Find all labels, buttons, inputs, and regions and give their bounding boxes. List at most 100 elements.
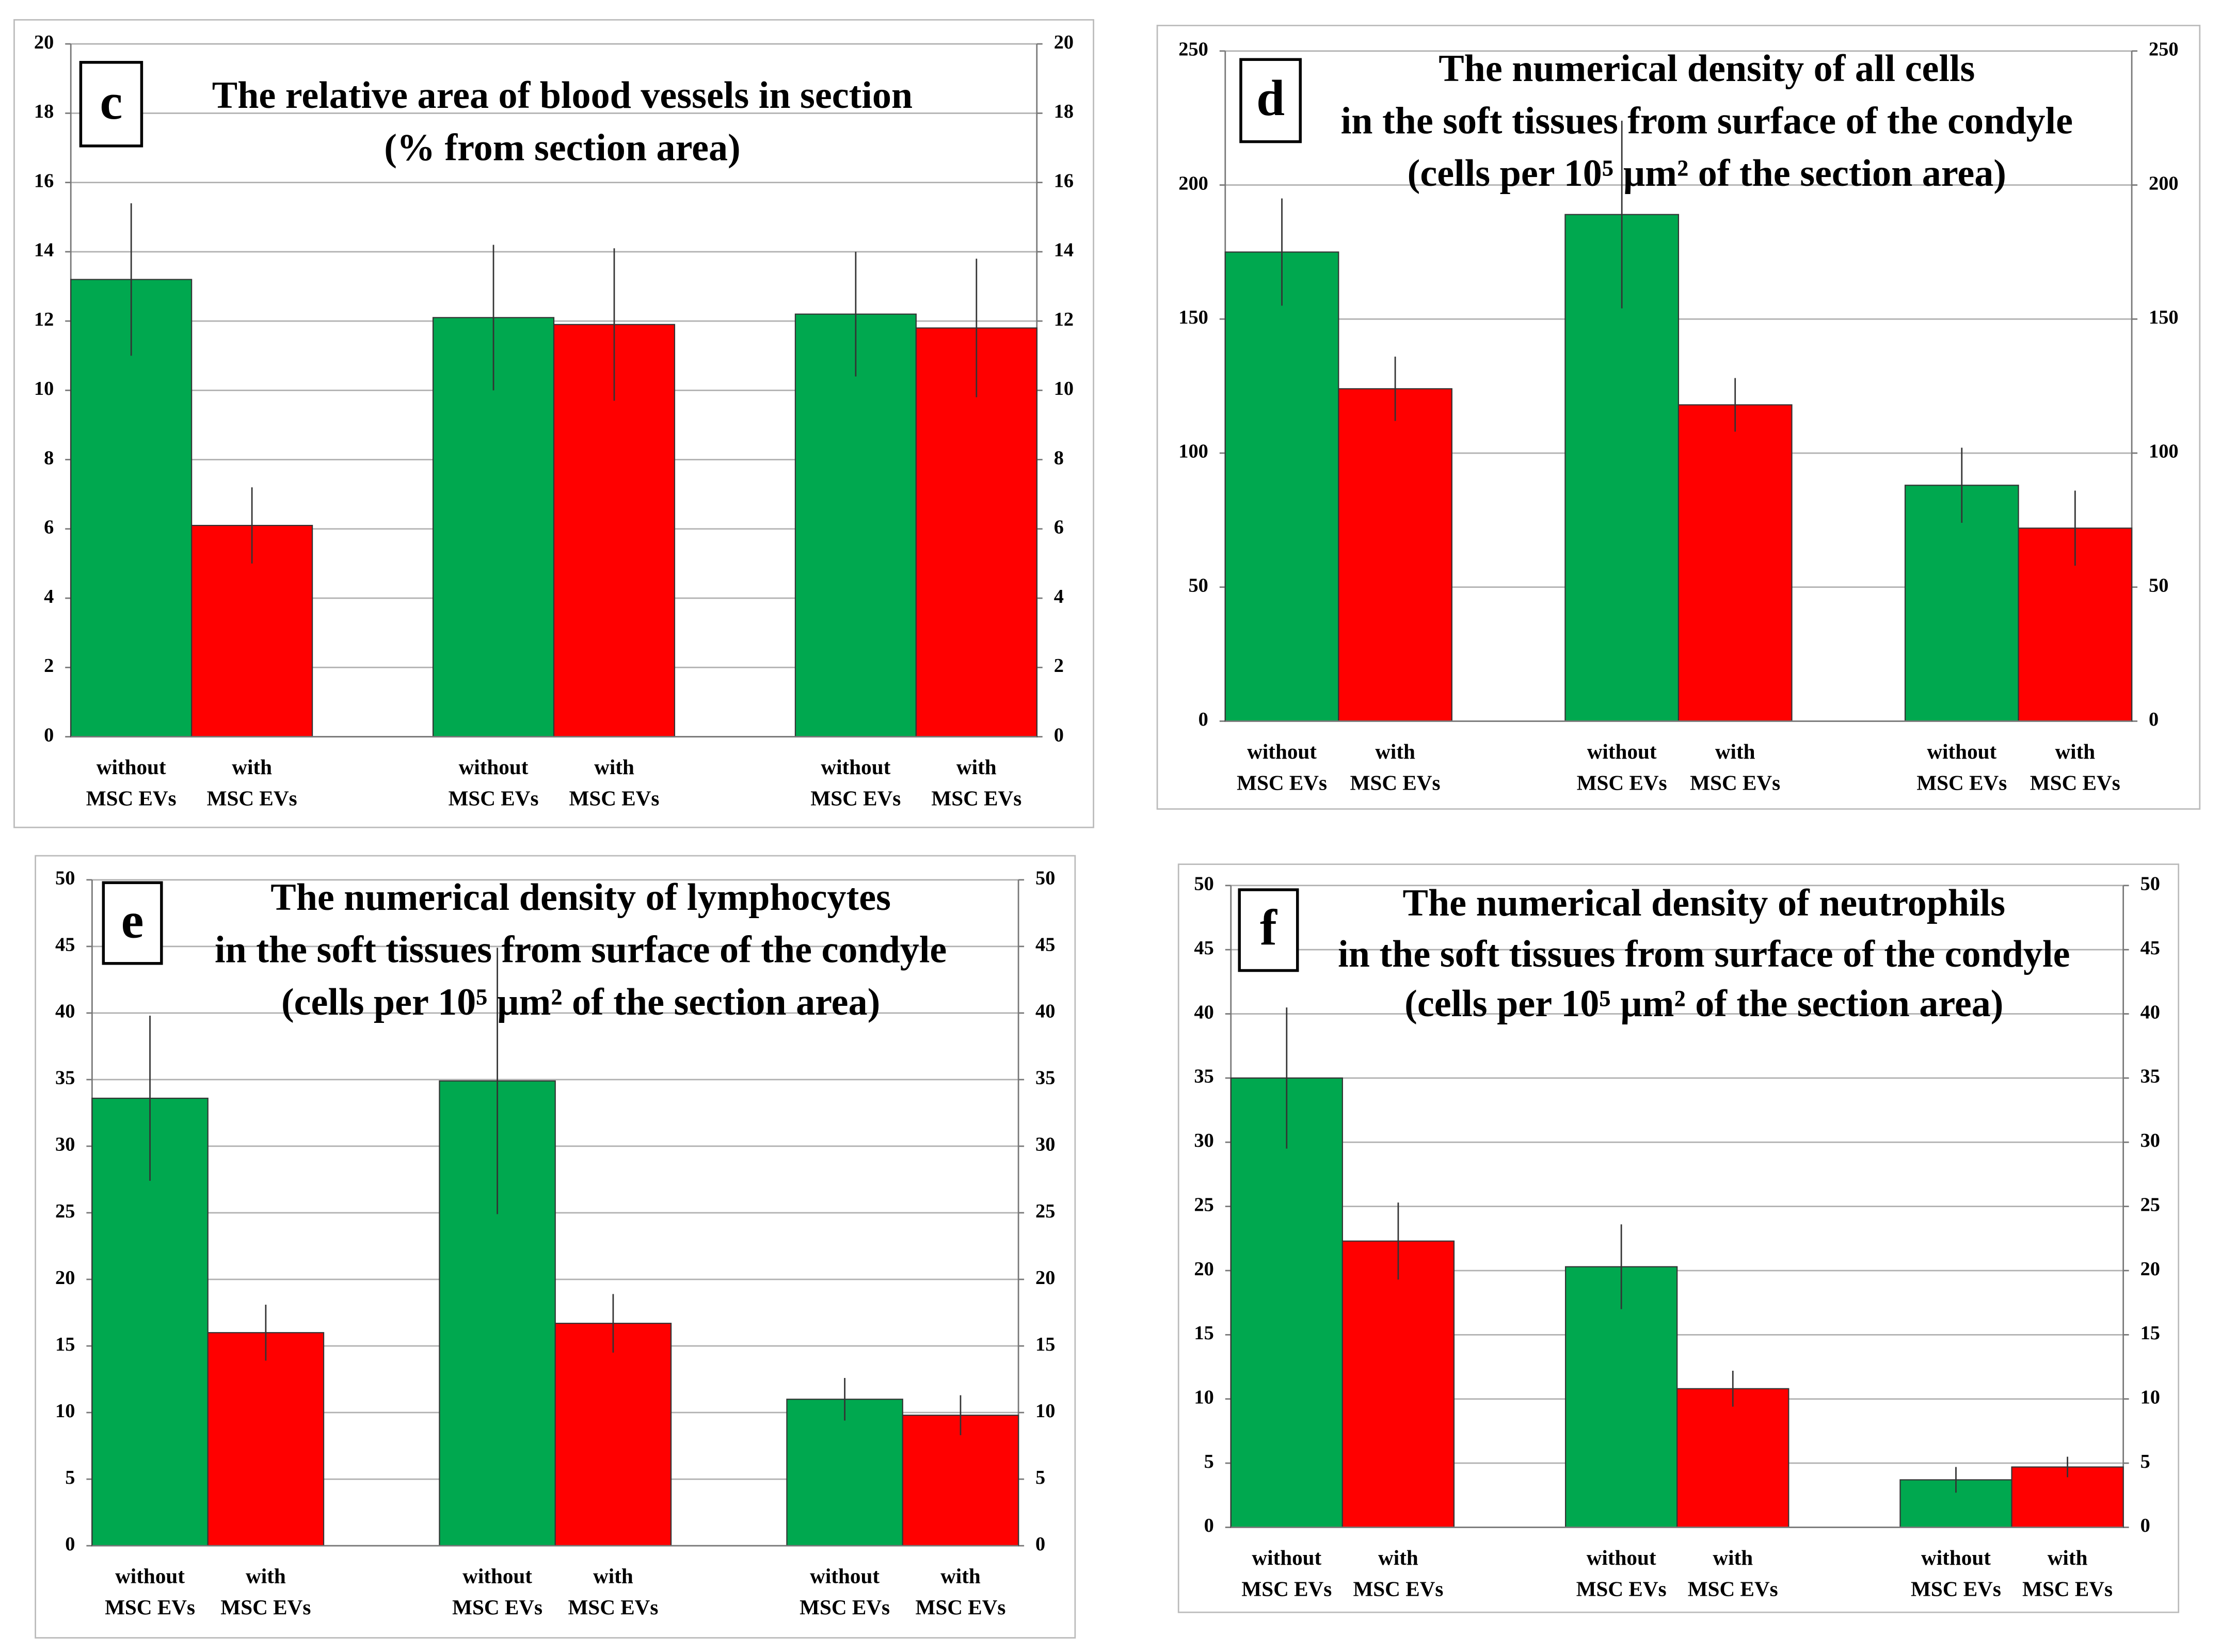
bar: [1677, 404, 1793, 722]
x-tick-label: with: [2048, 1546, 2088, 1569]
y-tick-label: 50: [1194, 873, 1213, 895]
x-tick-label: without: [821, 755, 890, 779]
x-tick-label: without: [459, 755, 529, 779]
x-tick-label: without: [1927, 740, 1996, 763]
panel-letter: f: [1260, 900, 1277, 956]
y2-tick-label: 4: [1054, 586, 1064, 607]
x-tick-label: MSC EVs: [1241, 1577, 1332, 1600]
x-tick-label: with: [594, 755, 634, 779]
y2-tick-label: 30: [1035, 1134, 1055, 1156]
chart-title: (cells per 10⁵ µm² of the section area): [1408, 152, 2006, 195]
x-tick-label: MSC EVs: [2022, 1577, 2113, 1600]
x-tick-label: MSC EVs: [810, 787, 901, 810]
chart-title: The numerical density of all cells: [1439, 47, 1975, 90]
x-tick-label: with: [1713, 1546, 1753, 1569]
y-tick-label: 250: [1178, 39, 1208, 60]
x-tick-label: with: [232, 755, 272, 779]
y2-tick-label: 10: [1035, 1400, 1055, 1422]
x-tick-label: MSC EVs: [568, 1595, 658, 1619]
x-tick-label: MSC EVs: [1237, 771, 1327, 794]
x-tick-label: MSC EVs: [2030, 771, 2120, 794]
x-tick-label: with: [940, 1564, 981, 1588]
y2-tick-label: 18: [1054, 101, 1074, 122]
panel-letter: d: [1256, 70, 1285, 126]
y-tick-label: 20: [34, 31, 54, 53]
y-tick-label: 10: [34, 378, 54, 399]
y-tick-label: 10: [55, 1400, 75, 1422]
y-tick-label: 14: [34, 239, 54, 261]
y-tick-label: 15: [55, 1334, 75, 1355]
y-tick-label: 8: [44, 447, 54, 469]
y-tick-label: 6: [44, 517, 54, 538]
x-tick-label: with: [1715, 740, 1755, 763]
chart-title: (% from section area): [384, 127, 741, 169]
panel-letter: c: [100, 74, 122, 130]
bar: [1564, 1266, 1678, 1528]
x-tick-label: MSC EVs: [1916, 771, 2007, 794]
x-tick-label: with: [1375, 740, 1415, 763]
y-tick-label: 25: [55, 1200, 75, 1222]
chart-title: in the soft tissues from surface of the …: [1341, 100, 2073, 142]
y2-tick-label: 45: [2140, 937, 2160, 959]
y-tick-label: 4: [44, 586, 54, 607]
chart-title: The relative area of blood vessels in se…: [212, 74, 913, 117]
x-tick-label: without: [462, 1564, 532, 1588]
panel-letter: e: [121, 893, 144, 949]
x-tick-label: MSC EVs: [1688, 1577, 1778, 1600]
y2-tick-label: 20: [2140, 1258, 2160, 1280]
x-tick-label: MSC EVs: [931, 787, 1021, 810]
x-tick-label: MSC EVs: [220, 1595, 311, 1619]
y-tick-label: 5: [65, 1467, 75, 1488]
y-tick-label: 30: [55, 1134, 75, 1156]
y2-tick-label: 20: [1054, 31, 1074, 53]
x-tick-label: MSC EVs: [449, 787, 539, 810]
y2-tick-label: 10: [2140, 1387, 2160, 1408]
y2-tick-label: 100: [2149, 441, 2179, 462]
y2-tick-label: 50: [1035, 868, 1055, 889]
y-tick-label: 10: [1194, 1387, 1213, 1408]
x-tick-label: MSC EVs: [1911, 1577, 2001, 1600]
y-tick-label: 35: [1194, 1066, 1213, 1087]
x-tick-label: MSC EVs: [452, 1595, 542, 1619]
y-tick-label: 35: [55, 1067, 75, 1089]
y2-tick-label: 20: [1035, 1267, 1055, 1289]
x-tick-label: MSC EVs: [105, 1595, 195, 1619]
x-tick-label: MSC EVs: [1353, 1577, 1443, 1600]
y-tick-label: 50: [55, 868, 75, 889]
x-tick-label: MSC EVs: [569, 787, 660, 810]
y2-tick-label: 0: [1054, 724, 1064, 746]
panel-letter-box: [1238, 888, 1299, 972]
x-tick-label: without: [1921, 1546, 1991, 1569]
x-tick-label: MSC EVs: [207, 787, 297, 810]
y-tick-label: 0: [1199, 709, 1208, 730]
y2-tick-label: 50: [2149, 574, 2168, 596]
chart-title: The numerical density of lymphocytes: [270, 876, 891, 919]
y-tick-label: 0: [44, 724, 54, 746]
chart-title: in the soft tissues from surface of the …: [215, 929, 947, 971]
bar: [1230, 1077, 1343, 1528]
bar: [207, 1332, 325, 1547]
y-tick-label: 200: [1178, 172, 1208, 194]
y2-tick-label: 8: [1054, 447, 1064, 469]
x-tick-label: without: [810, 1564, 880, 1588]
y2-tick-label: 5: [2140, 1451, 2150, 1472]
y2-tick-label: 25: [2140, 1194, 2160, 1215]
y2-tick-label: 16: [1054, 170, 1074, 191]
x-tick-label: without: [97, 755, 166, 779]
x-tick-label: without: [1247, 740, 1317, 763]
x-tick-label: MSC EVs: [1690, 771, 1780, 794]
y-tick-label: 5: [1204, 1451, 1214, 1472]
x-tick-label: MSC EVs: [800, 1595, 890, 1619]
bar: [1341, 1240, 1455, 1528]
y2-tick-label: 15: [2140, 1322, 2160, 1344]
panel-letter-box: [102, 881, 163, 965]
chart-title: (cells per 10⁵ µm² of the section area): [1404, 983, 2003, 1025]
y-tick-label: 16: [34, 170, 54, 191]
x-tick-label: with: [1378, 1546, 1418, 1569]
y2-tick-label: 35: [1035, 1067, 1055, 1089]
y2-tick-label: 2: [1054, 655, 1064, 677]
x-tick-label: with: [2055, 740, 2095, 763]
y-tick-label: 40: [55, 1001, 75, 1022]
y2-tick-label: 6: [1054, 517, 1064, 538]
